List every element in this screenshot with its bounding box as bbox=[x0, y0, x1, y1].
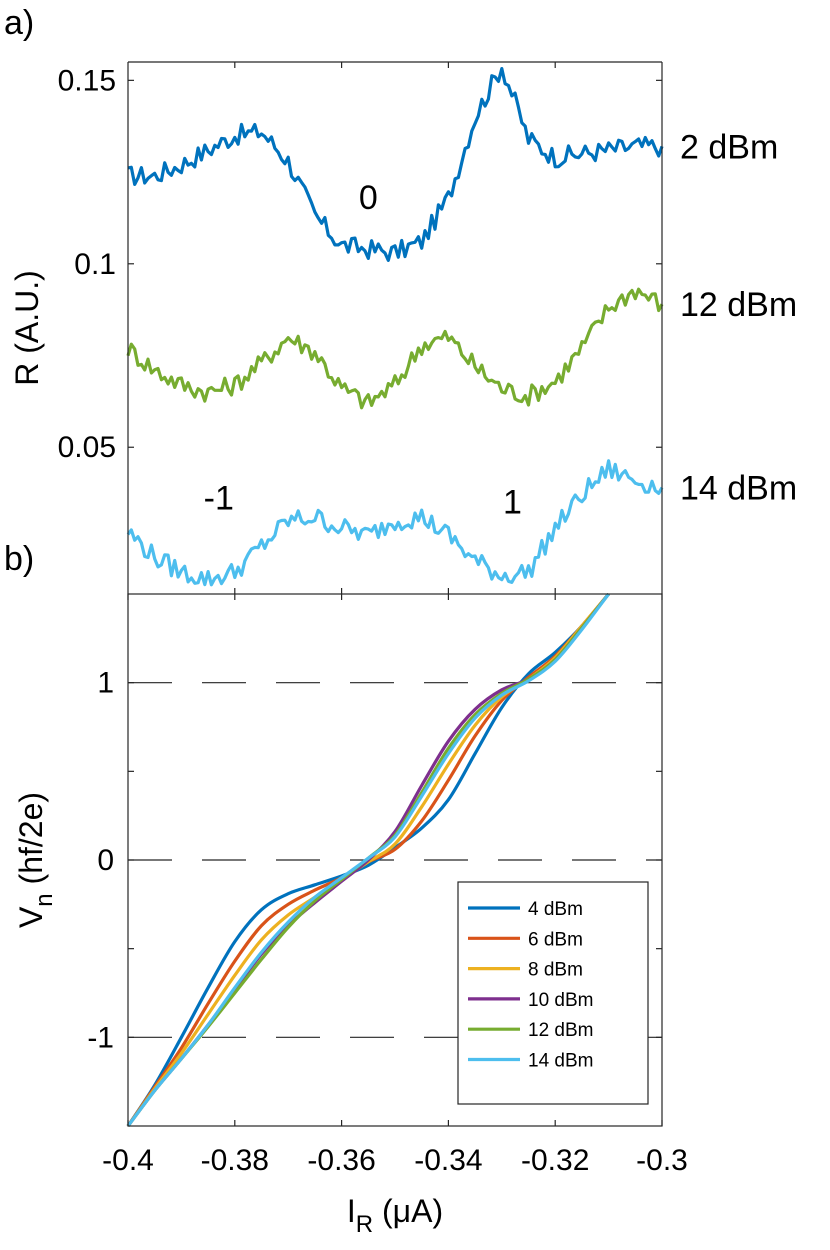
legend-entry: 6 dBm bbox=[528, 929, 583, 950]
panel-b-xtick-label: -0.3 bbox=[636, 1144, 688, 1177]
panel-b-x-axis-label: IR (μA) bbox=[347, 1193, 443, 1238]
panel-a-annotation: 1 bbox=[503, 483, 522, 521]
panel-a-series-label: 2 dBm bbox=[680, 128, 778, 166]
panel-b-ticks: -0.4 -0.38 -0.36 -0.34 -0.32 -0.3 -1 0 1 bbox=[87, 594, 688, 1177]
panel-a-series bbox=[126, 66, 664, 587]
panel-a-series-label: 12 dBm bbox=[680, 286, 797, 324]
panel-b-ytick-label: 0 bbox=[97, 844, 114, 877]
panel-b-xtick-label: -0.4 bbox=[102, 1144, 154, 1177]
panel-a-series-label: 14 dBm bbox=[680, 470, 797, 508]
panel-b-ytick-label: -1 bbox=[87, 1021, 114, 1054]
panel-a-annotations: 0 -1 1 bbox=[204, 179, 522, 522]
panel-a-ytick-label: 0.1 bbox=[74, 248, 116, 281]
panel-a-series-labels: 2 dBm 12 dBm 14 dBm bbox=[680, 128, 797, 507]
panel-b-ytick-label: 1 bbox=[97, 667, 114, 700]
panel-b-voltage-plot: -0.4 -0.38 -0.36 -0.34 -0.32 -0.3 -1 0 1 4 dBm 6 … bbox=[13, 592, 688, 1238]
panel-a-annotation: -1 bbox=[204, 480, 234, 518]
panel-a-ytick-label: 0.05 bbox=[58, 431, 116, 464]
panel-label-b: b) bbox=[4, 540, 34, 578]
panel-a-annotation: 0 bbox=[359, 179, 378, 217]
panel-b-xtick-label: -0.38 bbox=[201, 1144, 269, 1177]
panel-a-resistance-plot: 0.05 0.1 0.15 0 -1 1 2 dBm 12 dBm 14 dBm R (A.… bbox=[9, 61, 797, 594]
panel-a-series-line bbox=[127, 66, 664, 262]
panel-b-series-line bbox=[126, 593, 610, 1127]
legend-entry: 10 dBm bbox=[528, 990, 593, 1011]
legend-entry: 4 dBm bbox=[528, 899, 583, 920]
panel-a-y-axis-label: R (A.U.) bbox=[9, 270, 45, 386]
panel-b-xtick-label: -0.34 bbox=[414, 1144, 482, 1177]
legend-entry: 8 dBm bbox=[528, 960, 583, 981]
panel-a-ytick-label: 0.15 bbox=[58, 64, 116, 97]
panel-a-ticks: 0.05 0.1 0.15 bbox=[58, 62, 662, 594]
panel-b-legend: 4 dBm 6 dBm 8 dBm 10 dBm 12 dBm 14 dBm bbox=[457, 881, 649, 1105]
panel-b-series-line bbox=[126, 592, 610, 1127]
panel-b-y-axis-label: Vn (hf/2e) bbox=[13, 792, 58, 928]
panel-b-xtick-label: -0.36 bbox=[307, 1144, 375, 1177]
panel-a-series-line bbox=[126, 287, 664, 410]
panel-b-series bbox=[126, 592, 610, 1127]
panel-a-series-line bbox=[126, 459, 664, 587]
panel-label-a: a) bbox=[4, 4, 34, 42]
legend-entry: 14 dBm bbox=[528, 1051, 593, 1072]
panel-b-xtick-label: -0.32 bbox=[521, 1144, 589, 1177]
legend-box bbox=[457, 881, 649, 1105]
legend-entry: 12 dBm bbox=[528, 1020, 593, 1041]
